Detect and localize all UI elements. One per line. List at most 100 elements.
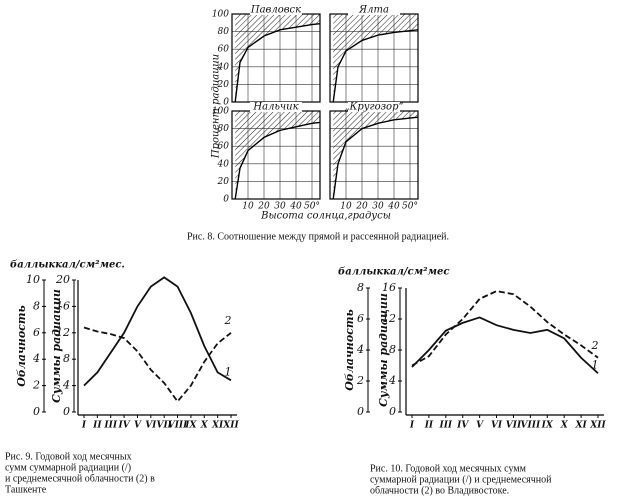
y-tick-label: 10 xyxy=(26,273,40,286)
x-tick-label: 40 xyxy=(387,202,400,212)
x-tick-label: VIII xyxy=(521,421,541,431)
y2-tick-label: 12 xyxy=(382,312,396,325)
hatched-area xyxy=(235,14,320,102)
y-tick-label: 2 xyxy=(32,379,40,392)
units: баллыккал/см²мес xyxy=(338,267,449,278)
y2-tick-label: 8 xyxy=(63,352,70,365)
y2-tick-label: 12 xyxy=(56,326,70,339)
y-tick-label: 40 xyxy=(217,62,230,72)
x-tick-label: VIII xyxy=(168,421,188,431)
series-label: 2 xyxy=(591,339,599,352)
y2-tick-label: 0 xyxy=(63,405,70,418)
y-tick-label: 4 xyxy=(356,343,364,356)
panel-title: Ялта xyxy=(358,5,389,16)
x-tick-label: VII xyxy=(156,421,172,431)
x-tick-label: XII xyxy=(222,421,239,431)
x-tick-label: III xyxy=(438,421,452,431)
y-tick-label: 2 xyxy=(356,374,364,387)
y2-tick-label: 4 xyxy=(62,379,70,392)
y2-tick-label: 16 xyxy=(382,281,396,294)
caption-line: Рис. 9. Годовой ход месячных xyxy=(5,451,132,462)
title-bg xyxy=(250,102,302,112)
y2-tick-label: 16 xyxy=(56,299,70,312)
series-line xyxy=(83,276,232,387)
x-tick-label: XII xyxy=(589,421,606,431)
title-bg xyxy=(348,102,400,112)
y-tick-label: 20 xyxy=(217,80,230,90)
y-tick-label: 100 xyxy=(212,10,229,20)
x-tick-label: X xyxy=(560,421,569,431)
x-tick-label: 50° xyxy=(402,202,418,212)
y-tick-label: 60 xyxy=(218,142,230,152)
x-tick-label: 30 xyxy=(372,202,384,212)
units: баллыккал/см²мес. xyxy=(10,260,125,271)
title-bg xyxy=(250,5,302,15)
panel-title: Павловск xyxy=(250,5,301,16)
y-tick-label: 8 xyxy=(357,281,364,294)
x-tick-label: 20 xyxy=(355,202,368,212)
y-tick-label: 6 xyxy=(33,326,40,339)
curve xyxy=(332,116,419,200)
y-axis-title: Облачность xyxy=(15,305,28,387)
y-axis-title: Процент радиации xyxy=(211,54,222,159)
x-tick-label: II xyxy=(92,421,102,431)
caption-line: и среднемесячной облачности (2) в xyxy=(5,473,155,484)
series-label: 1 xyxy=(225,365,232,378)
caption-line: облачности (2) во Владивостоке. xyxy=(370,485,509,496)
y-tick-label: 0 xyxy=(223,98,229,108)
panel-title: „Кругозор“ xyxy=(344,102,403,113)
y-tick-label: 80 xyxy=(218,27,230,37)
series-label: 1 xyxy=(592,358,599,371)
y-tick-label: 4 xyxy=(32,352,40,365)
x-tick-label: IX xyxy=(541,421,554,431)
series-line xyxy=(83,326,232,403)
x-tick-label: III xyxy=(103,421,117,431)
y-tick-label: 20 xyxy=(217,177,230,187)
x-tick-label: 10 xyxy=(340,202,352,212)
x-tick-label: IX xyxy=(184,421,197,431)
title-bg xyxy=(348,5,400,15)
caption-line: Ташкенте xyxy=(5,484,47,495)
series-line xyxy=(411,290,599,367)
x-tick-label: XI xyxy=(574,421,587,431)
x-tick-label: 30 xyxy=(274,202,286,212)
x-tick-label: VII xyxy=(506,421,522,431)
curve xyxy=(234,121,321,200)
y-tick-label: 80 xyxy=(218,124,230,134)
caption-line: сумм суммарной радиации (/) xyxy=(5,462,131,473)
y-tick-label: 100 xyxy=(212,107,229,117)
x-tick-label: 10 xyxy=(242,202,254,212)
x-tick-label: 50° xyxy=(304,202,320,212)
x-tick-label: X xyxy=(200,421,209,431)
x-tick-label: 40 xyxy=(289,202,302,212)
panel-title: Нальчик xyxy=(252,102,298,113)
caption-line: Рис. 10. Годовой ход месячных сумм xyxy=(370,463,527,474)
x-tick-label: I xyxy=(409,421,415,431)
y-tick-label: 0 xyxy=(223,195,229,205)
caption: Рис. 8. Соотношение между прямой и рассе… xyxy=(187,231,449,242)
hatched-area xyxy=(235,111,320,199)
x-tick-label: XI xyxy=(211,421,224,431)
x-tick-label: 20 xyxy=(257,202,270,212)
series-line xyxy=(411,316,599,374)
x-tick-label: I xyxy=(81,421,87,431)
y2-axis-title: Суммы радиации xyxy=(377,293,390,407)
y-tick-label: 8 xyxy=(33,299,40,312)
y2-tick-label: 8 xyxy=(389,343,396,356)
x-tick-label: IV xyxy=(456,421,469,431)
y2-tick-label: 0 xyxy=(389,405,396,418)
caption-line: суммарной радиации (/) и среднемесячной xyxy=(370,474,552,485)
y-tick-label: 60 xyxy=(218,45,230,55)
y-tick-label: 6 xyxy=(357,312,364,325)
y-tick-label: 0 xyxy=(357,405,364,418)
x-tick-label: II xyxy=(424,421,434,431)
y-axis-title: Облачность xyxy=(343,309,356,391)
y2-axis-title: Суммы радиации xyxy=(50,289,63,403)
x-tick-label: VI xyxy=(145,421,157,431)
x-tick-label: V xyxy=(476,421,484,431)
curve xyxy=(332,29,419,103)
curve xyxy=(234,22,321,103)
x-tick-label: V xyxy=(134,421,142,431)
y2-tick-label: 20 xyxy=(55,273,70,286)
